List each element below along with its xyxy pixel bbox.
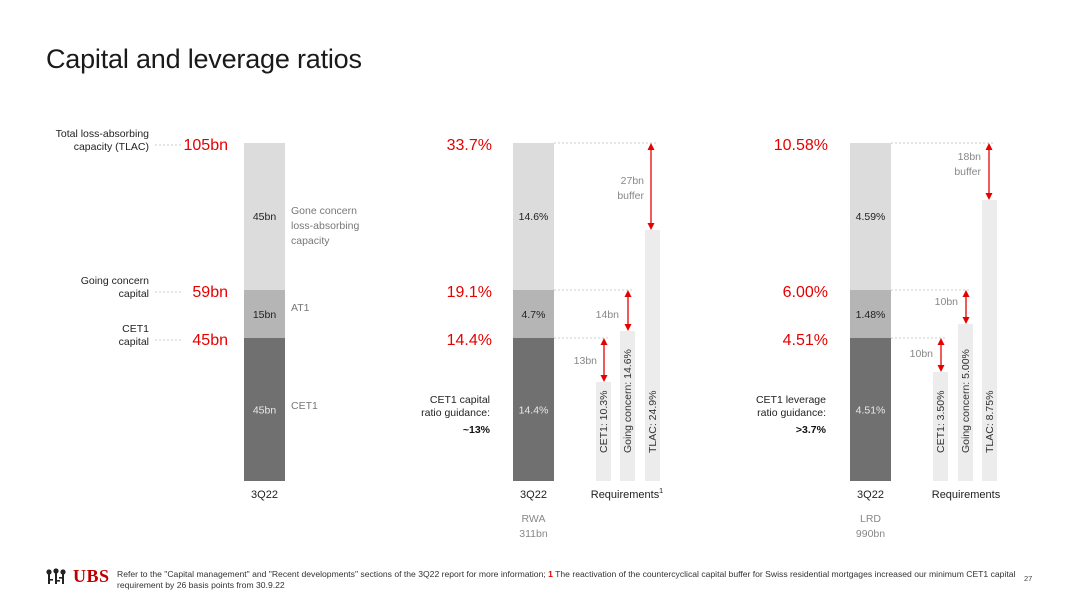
sub-label-3-1: 990bn	[856, 528, 885, 540]
row-value-2-1: 19.1%	[447, 284, 492, 301]
row-label-1-0: Going concern	[81, 275, 149, 287]
segment-label-3-1: 1.48%	[856, 309, 886, 321]
row-value-3-2: 4.51%	[783, 332, 828, 349]
guidance-text-3-1: ratio guidance:	[757, 407, 826, 419]
buffer-arrow-2-0-head-bottom	[600, 375, 608, 382]
buffer-arrow-3-0-head-bottom	[937, 365, 945, 372]
row-label-0-0: Total loss-absorbing	[56, 128, 150, 140]
bar-segment-2-1	[513, 290, 554, 338]
requirement-label-2-1: Going concern: 14.6%	[622, 349, 634, 453]
requirements-footnote-2: 1	[659, 486, 663, 495]
row-value-2-0: 33.7%	[447, 137, 492, 154]
sub-label-2-1: 311bn	[519, 528, 548, 540]
requirement-bar-2-1	[620, 331, 635, 481]
buffer-label-2-1-0: 14bn	[596, 309, 620, 321]
requirement-bar-2-0	[596, 382, 611, 481]
segment-label-3-2: 4.59%	[856, 211, 886, 223]
bar-segment-3-1	[850, 290, 891, 338]
requirement-bar-2-2	[645, 230, 660, 481]
segment-label-1-0: 45bn	[253, 405, 277, 417]
footnote-text-a: Refer to the "Capital management" and "R…	[117, 569, 549, 579]
segment-name-2-1: loss-absorbing	[291, 220, 359, 232]
x-label-2: 3Q22	[520, 489, 547, 501]
requirement-bar-3-2	[982, 200, 997, 481]
requirement-label-2-0: CET1: 10.3%	[598, 391, 610, 453]
requirement-label-3-0: CET1: 3.50%	[935, 391, 947, 453]
segment-label-3-0: 4.51%	[856, 405, 886, 417]
row-label-0-1: capacity (TLAC)	[74, 141, 149, 153]
requirement-bar-3-0	[933, 372, 948, 481]
buffer-arrow-3-1-head-bottom	[962, 317, 970, 324]
buffer-label-3-1-0: 10bn	[935, 296, 959, 308]
buffer-label-3-0-0: 10bn	[910, 348, 934, 360]
row-value-3-1: 6.00%	[783, 284, 828, 301]
buffer-arrow-3-2-head-top	[985, 143, 993, 150]
ubs-logo: UBS	[44, 566, 110, 587]
buffer-arrow-2-2-head-top	[647, 143, 655, 150]
sub-label-3-0: LRD	[860, 513, 881, 525]
requirements-label-3: Requirements	[932, 489, 1001, 501]
ubs-wordmark: UBS	[73, 566, 110, 586]
row-value-2-2: 14.4%	[447, 332, 492, 349]
buffer-arrow-3-1-head-top	[962, 290, 970, 297]
row-label-1-1: capital	[119, 288, 149, 300]
bar-segment-1-0	[244, 338, 285, 481]
requirement-label-3-2: TLAC: 8.75%	[984, 391, 996, 453]
sub-label-2-0: RWA	[522, 513, 546, 525]
footnote-text-b: The reactivation of the countercyclical …	[117, 569, 1016, 590]
buffer-arrow-3-0-head-top	[937, 338, 945, 345]
guidance-value-2: ~13%	[463, 424, 491, 436]
segment-name-2-0: Gone concern	[291, 205, 357, 217]
buffer-arrow-2-1-head-bottom	[624, 324, 632, 331]
bar-segment-1-2	[244, 143, 285, 290]
row-value-1-2: 45bn	[192, 332, 228, 349]
bar-segment-3-2	[850, 143, 891, 290]
buffer-arrow-2-1-head-top	[624, 290, 632, 297]
guidance-text-2-0: CET1 capital	[430, 394, 490, 406]
buffer-label-2-2-0: 27bn	[621, 175, 645, 187]
page-number: 27	[1024, 574, 1033, 583]
segment-label-2-2: 14.6%	[519, 211, 549, 223]
footnote: Refer to the "Capital management" and "R…	[117, 569, 1017, 591]
buffer-label-3-2-0: 18bn	[958, 151, 982, 163]
row-value-1-0: 105bn	[184, 137, 229, 154]
bar-segment-2-0	[513, 338, 554, 481]
segment-name-0-0: CET1	[291, 400, 318, 412]
x-label-3: 3Q22	[857, 489, 884, 501]
requirement-label-2-2: TLAC: 24.9%	[647, 391, 659, 453]
row-value-1-1: 59bn	[192, 284, 228, 301]
bar-segment-1-1	[244, 290, 285, 338]
bar-segment-2-2	[513, 143, 554, 290]
buffer-label-3-2-1: buffer	[954, 166, 981, 178]
guidance-text-3-0: CET1 leverage	[756, 394, 826, 406]
segment-label-2-1: 4.7%	[522, 309, 546, 321]
row-label-2-0: CET1	[122, 323, 149, 335]
buffer-label-2-0-0: 13bn	[574, 355, 598, 367]
buffer-label-2-2-1: buffer	[617, 190, 644, 202]
segment-label-1-2: 45bn	[253, 211, 277, 223]
page-title: Capital and leverage ratios	[46, 44, 362, 74]
segment-name-1-0: AT1	[291, 302, 310, 314]
row-label-2-1: capital	[119, 336, 149, 348]
buffer-arrow-2-0-head-top	[600, 338, 608, 345]
segment-label-2-0: 14.4%	[519, 405, 549, 417]
buffer-arrow-2-2-head-bottom	[647, 223, 655, 230]
segment-label-1-1: 15bn	[253, 309, 277, 321]
row-value-3-0: 10.58%	[774, 137, 828, 154]
bar-segment-3-0	[850, 338, 891, 481]
guidance-text-2-1: ratio guidance:	[421, 407, 490, 419]
requirement-label-3-1: Going concern: 5.00%	[960, 349, 972, 453]
keys-icon	[46, 567, 66, 584]
buffer-arrow-3-2-head-bottom	[985, 193, 993, 200]
requirements-label-2: Requirements	[591, 489, 660, 501]
segment-name-2-2: capacity	[291, 235, 330, 247]
footnote-number: 1	[548, 569, 553, 579]
guidance-value-3: >3.7%	[796, 424, 827, 436]
x-label-1: 3Q22	[251, 489, 278, 501]
requirement-bar-3-1	[958, 324, 973, 481]
